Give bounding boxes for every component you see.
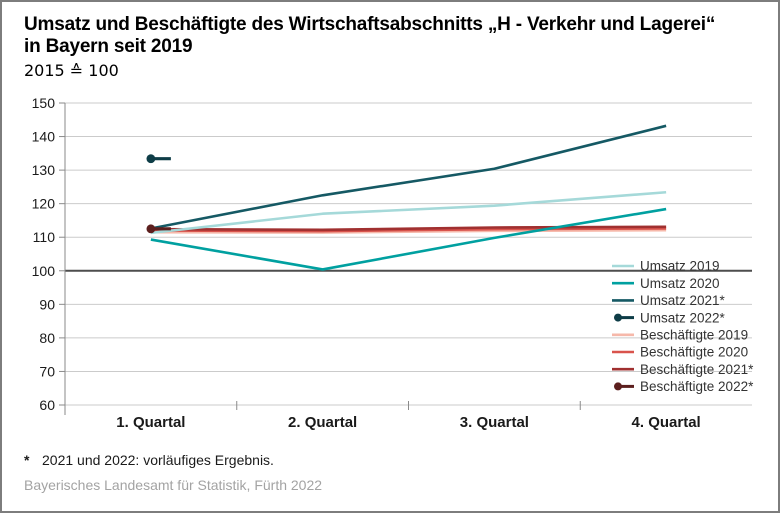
y-tick-label-70: 70 — [39, 363, 55, 379]
x-label-3-quartal: 3. Quartal — [460, 414, 529, 431]
y-tick-label-140: 140 — [32, 129, 56, 145]
y-tick-label-60: 60 — [39, 397, 55, 413]
series-beschaftigte-2019 — [150, 228, 667, 234]
series-beschaftigte-2022-marker — [146, 224, 156, 234]
chart-title-line1: Umsatz und Beschäftigte des Wirtschaftsa… — [24, 14, 716, 35]
y-tick-label-100: 100 — [32, 263, 56, 279]
footnote-text: 2021 und 2022: vorläufiges Ergebnis. — [42, 452, 274, 468]
x-label-1-quartal: 1. Quartal — [116, 414, 185, 431]
y-tick-label-80: 80 — [39, 330, 55, 346]
legend-item-beschaftigte-2022-label: Beschäftigte 2022* — [640, 379, 754, 394]
x-label-4-quartal: 4. Quartal — [632, 414, 701, 431]
x-label-2-quartal: 2. Quartal — [288, 414, 357, 431]
chart-subtitle: 2015 ≙ 100 — [24, 61, 119, 81]
y-tick-label-130: 130 — [32, 162, 56, 178]
y-tick-label-150: 150 — [32, 95, 56, 111]
legend-item-beschaftigte-2020-label: Beschäftigte 2020 — [640, 345, 748, 360]
legend-item-umsatz-2019-label: Umsatz 2019 — [640, 259, 720, 274]
legend-item-beschaftigte-2019-label: Beschäftigte 2019 — [640, 328, 748, 343]
series-umsatz-2021 — [150, 124, 667, 230]
y-tick-label-90: 90 — [39, 296, 55, 312]
legend-item-beschaftigte-2021-label: Beschäftigte 2021* — [640, 362, 754, 377]
legend-item-beschaftigte-2022-swatch-dot — [614, 382, 622, 391]
y-tick-label-110: 110 — [33, 229, 56, 245]
legend-item-umsatz-2022-label: Umsatz 2022* — [640, 310, 726, 325]
source-line: Bayerisches Landesamt für Statistik, Für… — [24, 477, 323, 493]
legend-item-umsatz-2021-label: Umsatz 2021* — [640, 293, 726, 308]
footnote: * 2021 und 2022: vorläufiges Ergebnis. — [24, 452, 274, 468]
y-tick-label-120: 120 — [32, 196, 56, 212]
chart-header: Umsatz und Beschäftigte des Wirtschaftsa… — [24, 14, 715, 80]
series-beschaftigte-2020 — [150, 227, 667, 233]
series-umsatz-2020 — [150, 207, 667, 271]
legend-item-umsatz-2022-swatch-dot — [614, 313, 622, 322]
chart-title-line2: in Bayern seit 2019 — [24, 36, 193, 58]
chart-title: Umsatz und Beschäftigte des Wirtschaftsa… — [24, 14, 715, 58]
footnote-marker: * — [24, 452, 30, 468]
legend-item-umsatz-2020-label: Umsatz 2020 — [640, 276, 720, 291]
series-umsatz-2022-marker — [146, 154, 156, 164]
series-umsatz-2019 — [150, 190, 667, 235]
series-beschaftigte-2021 — [150, 225, 667, 232]
